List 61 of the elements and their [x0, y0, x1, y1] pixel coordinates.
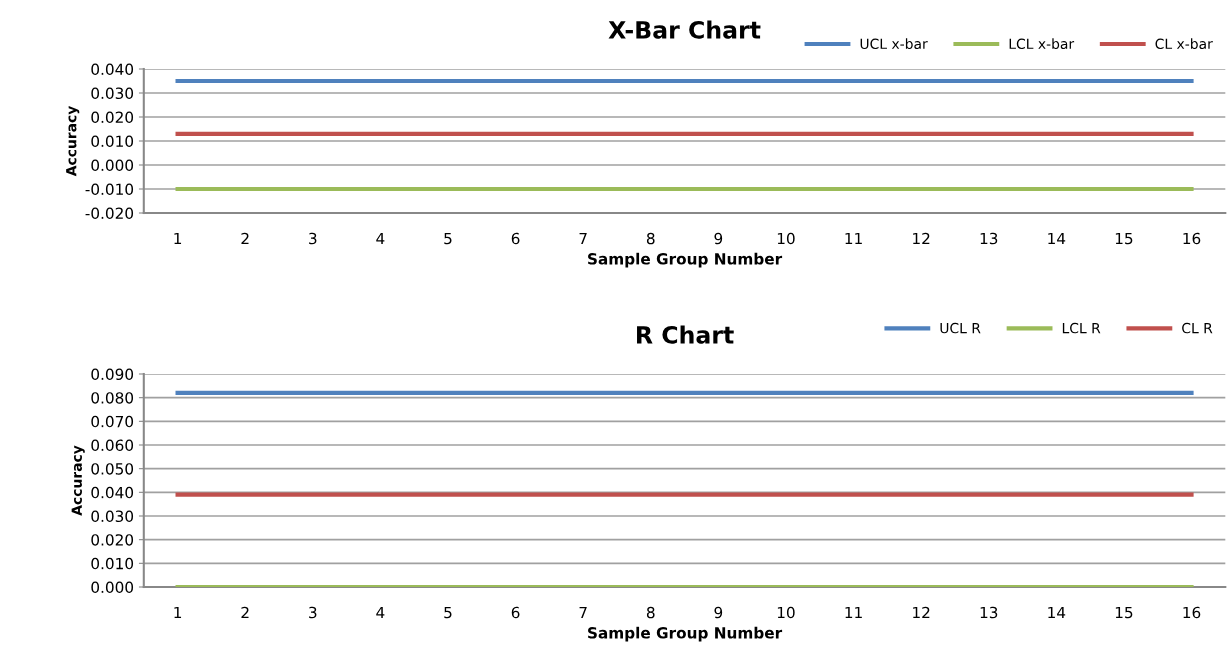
x-tick-label: 7: [579, 606, 587, 619]
x-tick-label: 5: [444, 606, 452, 619]
x-tick-label: 16: [1183, 606, 1201, 619]
x-tick-label: 8: [646, 232, 655, 245]
y-tick-label: 0.030: [91, 87, 134, 100]
x-tick-label: 11: [845, 232, 862, 245]
x-tick-label: 14: [1048, 232, 1066, 245]
y-tick-label: -0.020: [85, 207, 134, 220]
y-tick-label: 0.020: [91, 534, 134, 546]
x-axis-title: Sample Group Number: [588, 626, 783, 642]
x-tick-label: 15: [1115, 232, 1133, 245]
y-tick-label: 0.040: [91, 486, 134, 499]
x-tick-label: 3: [309, 232, 317, 245]
y-tick-label: 0.010: [91, 135, 134, 148]
y-tick-label: 0.030: [91, 510, 134, 523]
x-tick-label: 7: [579, 232, 587, 245]
legend-label: LCL x-bar: [1009, 38, 1075, 50]
x-tick-label: 13: [980, 606, 998, 619]
x-tick-label: 16: [1183, 232, 1201, 245]
x-tick-label: 12: [913, 232, 930, 245]
legend-label: LCL R: [1062, 322, 1101, 334]
y-tick-label: 0.040: [91, 63, 134, 76]
y-tick-label: 0.020: [91, 111, 134, 124]
x-tick-label: 4: [376, 232, 385, 245]
x-tick-label: 6: [511, 232, 520, 245]
chart-title: X-Bar Chart: [608, 20, 761, 39]
x-axis-title: Sample Group Number: [588, 252, 783, 268]
legend-label: UCL R: [940, 322, 981, 334]
y-axis-title: Accuracy: [66, 105, 80, 177]
x-tick-label: 1: [174, 606, 182, 619]
x-tick-label: 10: [777, 232, 795, 245]
y-axis-title: Accuracy: [71, 445, 85, 516]
x-tick-label: 13: [980, 232, 998, 245]
x-tick-label: 10: [777, 606, 795, 619]
legend-label: UCL x-bar: [860, 38, 928, 50]
y-tick-label: 0.080: [91, 392, 134, 404]
x-tick-label: 2: [241, 606, 249, 619]
x-tick-label: 2: [241, 232, 249, 245]
x-tick-label: 1: [174, 232, 182, 245]
x-tick-label: 15: [1115, 606, 1133, 619]
legend-label: CL x-bar: [1155, 38, 1213, 50]
y-tick-label: 0.010: [91, 557, 134, 570]
x-tick-label: 11: [845, 606, 862, 619]
x-tick-label: 6: [511, 606, 520, 619]
chart-title: R Chart: [637, 325, 734, 344]
x-tick-label: 14: [1048, 606, 1066, 619]
y-tick-label: -0.010: [85, 183, 134, 196]
x-tick-label: 3: [309, 606, 317, 619]
x-tick-label: 4: [376, 606, 385, 619]
y-tick-label: 0.070: [91, 415, 134, 428]
y-tick-label: 0.000: [91, 581, 134, 594]
x-tick-label: 9: [714, 606, 723, 619]
legend-label: CL R: [1182, 322, 1213, 334]
x-tick-label: 5: [444, 232, 452, 245]
y-tick-label: 0.050: [91, 463, 134, 475]
y-tick-label: 0.060: [91, 439, 134, 452]
y-tick-label: 0.000: [91, 159, 134, 172]
x-tick-label: 8: [646, 606, 655, 619]
x-tick-label: 9: [714, 232, 723, 245]
y-tick-label: 0.090: [91, 368, 134, 381]
x-tick-label: 12: [913, 606, 930, 619]
